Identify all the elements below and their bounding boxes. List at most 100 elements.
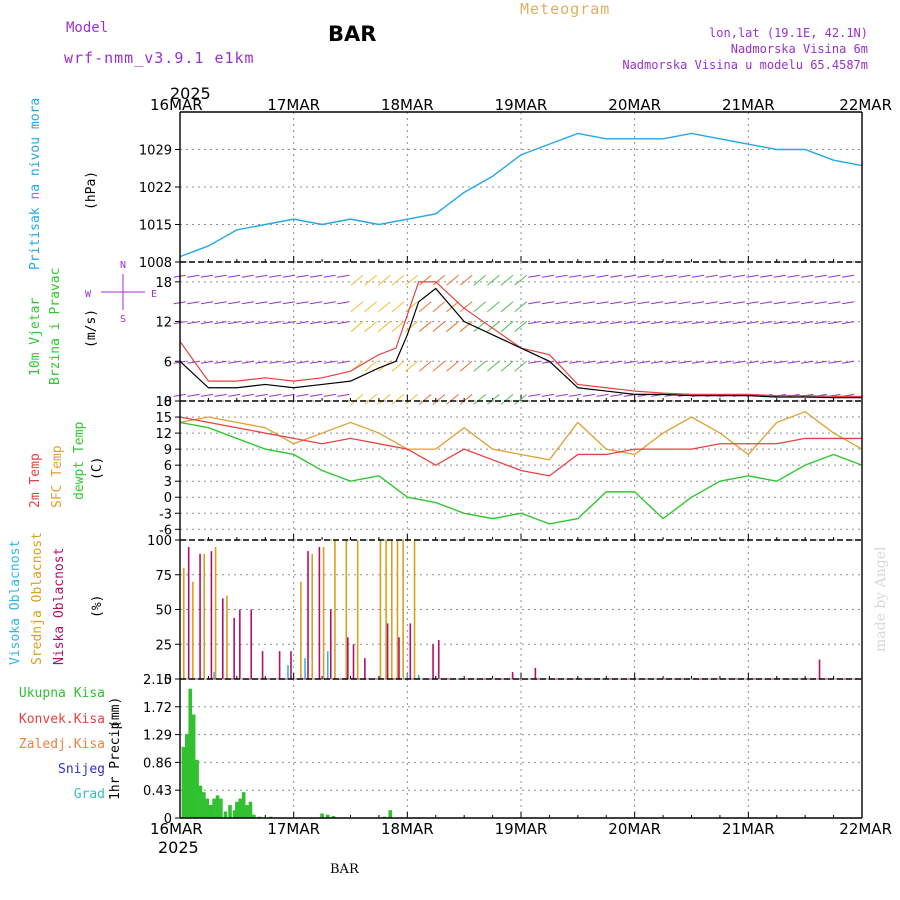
x-axis-top-label: 21MAR bbox=[722, 96, 775, 114]
wind-arrow bbox=[582, 274, 595, 278]
wind-arrow bbox=[637, 321, 650, 325]
credit-label: made by Angel bbox=[873, 546, 889, 653]
wind-arrow bbox=[828, 301, 841, 305]
y-tick-label: 0.86 bbox=[143, 756, 172, 771]
wind-arrow bbox=[350, 321, 364, 332]
precip-bar bbox=[245, 805, 249, 818]
wind-arrow bbox=[377, 301, 391, 313]
wind-arrow bbox=[623, 321, 636, 325]
wind-arrow bbox=[200, 393, 214, 397]
wind-arrow bbox=[773, 321, 786, 325]
wind-arrow bbox=[446, 321, 459, 332]
wind-arrow bbox=[664, 321, 677, 325]
wind-arrow bbox=[773, 360, 786, 364]
wind-arrow bbox=[596, 360, 609, 364]
precip-bar bbox=[252, 814, 256, 818]
wind-arrow bbox=[432, 274, 446, 286]
wind-speed-line bbox=[179, 287, 862, 399]
wind-arrow bbox=[418, 321, 432, 332]
wind-arrow bbox=[760, 274, 773, 278]
page-title: BAR bbox=[328, 22, 377, 46]
wind-arrow bbox=[760, 321, 773, 325]
wind-arrow bbox=[541, 393, 555, 397]
wind-arrow bbox=[787, 274, 800, 278]
low-cloud-label: Niska Oblacnost bbox=[52, 547, 67, 665]
wind-arrow bbox=[187, 321, 200, 325]
x-axis-bottom-label: 22MAR bbox=[839, 820, 892, 838]
wind-arrow bbox=[582, 393, 595, 397]
wind-arrow bbox=[787, 360, 800, 364]
wind-arrow bbox=[282, 321, 295, 325]
sfc-temp-line bbox=[179, 410, 863, 461]
wind-arrow bbox=[760, 301, 773, 305]
wind-arrow bbox=[514, 301, 528, 313]
location-label: lon,lat (19.1E, 42.1N) bbox=[709, 26, 868, 40]
wind-arrow bbox=[760, 360, 773, 364]
wind-arrow bbox=[364, 274, 377, 286]
x-axis-bottom-label: 20MAR bbox=[608, 820, 661, 838]
y-tick-label: 50 bbox=[155, 604, 172, 619]
precip-bar bbox=[241, 792, 246, 818]
wind-arrow bbox=[828, 360, 841, 364]
dewpt-line bbox=[179, 421, 863, 525]
wind-arrow bbox=[787, 321, 800, 325]
wind-arrow bbox=[528, 393, 541, 397]
legend-snow: Snijeg bbox=[58, 762, 105, 777]
wind-arrow bbox=[282, 360, 295, 364]
wind-arrow bbox=[841, 274, 855, 278]
wind-arrow bbox=[705, 274, 718, 278]
precip-bar bbox=[195, 759, 199, 818]
wind-arrow bbox=[596, 301, 609, 305]
wind-arrow bbox=[214, 301, 227, 305]
wind-arrow bbox=[664, 360, 677, 364]
wind-arrow bbox=[746, 274, 759, 278]
x-axis-top-label: 16MAR bbox=[150, 96, 203, 114]
y-tick-label: 1.72 bbox=[143, 701, 172, 716]
precip-bar bbox=[320, 813, 324, 818]
wind-arrow bbox=[296, 360, 309, 364]
precip-bar bbox=[181, 746, 186, 818]
wind-arrow bbox=[323, 321, 336, 325]
wind-arrow bbox=[841, 301, 855, 305]
wind-arrow bbox=[487, 301, 500, 313]
wind-arrow bbox=[841, 321, 855, 325]
wind-arrow bbox=[582, 321, 595, 325]
wind-arrow bbox=[514, 360, 528, 372]
wind-arrow bbox=[310, 360, 323, 364]
wind-gust-line bbox=[179, 281, 862, 397]
wind-label: 10m Vjetar bbox=[28, 297, 43, 376]
wind-arrow bbox=[269, 301, 282, 305]
wind-arrow bbox=[541, 301, 555, 305]
wind-arrow bbox=[637, 274, 650, 278]
wind-arrow bbox=[255, 321, 268, 325]
wind-arrow bbox=[432, 360, 446, 372]
x-axis-top-label: 17MAR bbox=[267, 96, 320, 114]
wind-arrow bbox=[705, 321, 718, 325]
wind-arrow bbox=[651, 360, 664, 364]
wind-arrow bbox=[214, 360, 227, 364]
wind-arrow bbox=[841, 360, 855, 364]
wind-arrow bbox=[473, 321, 487, 332]
precip-bar bbox=[331, 816, 336, 818]
compass-w: W bbox=[85, 289, 92, 300]
wind-arrow bbox=[664, 274, 677, 278]
dewpt-label: dewpt Temp bbox=[72, 421, 87, 500]
cloud-unit: (%) bbox=[90, 594, 105, 618]
wind-arrow bbox=[651, 301, 664, 305]
wind-arrow bbox=[323, 360, 336, 364]
legend-total-rain: Ukupna Kisa bbox=[18, 686, 105, 701]
wind-arrow bbox=[446, 393, 459, 405]
wind-arrow bbox=[651, 274, 664, 278]
wind-arrow bbox=[377, 393, 391, 405]
wind-arrow bbox=[296, 301, 309, 305]
wind-arrow bbox=[200, 301, 214, 305]
wind-arrow bbox=[814, 321, 827, 325]
wind-arrow bbox=[323, 274, 336, 278]
precip-bar bbox=[388, 810, 393, 818]
model-label: Model bbox=[66, 20, 109, 36]
wind-arrow bbox=[214, 274, 227, 278]
wind-arrow bbox=[296, 393, 309, 397]
precip-bar bbox=[208, 805, 213, 818]
x-axis-bottom-label: 18MAR bbox=[381, 820, 434, 838]
wind-arrow bbox=[200, 321, 214, 325]
